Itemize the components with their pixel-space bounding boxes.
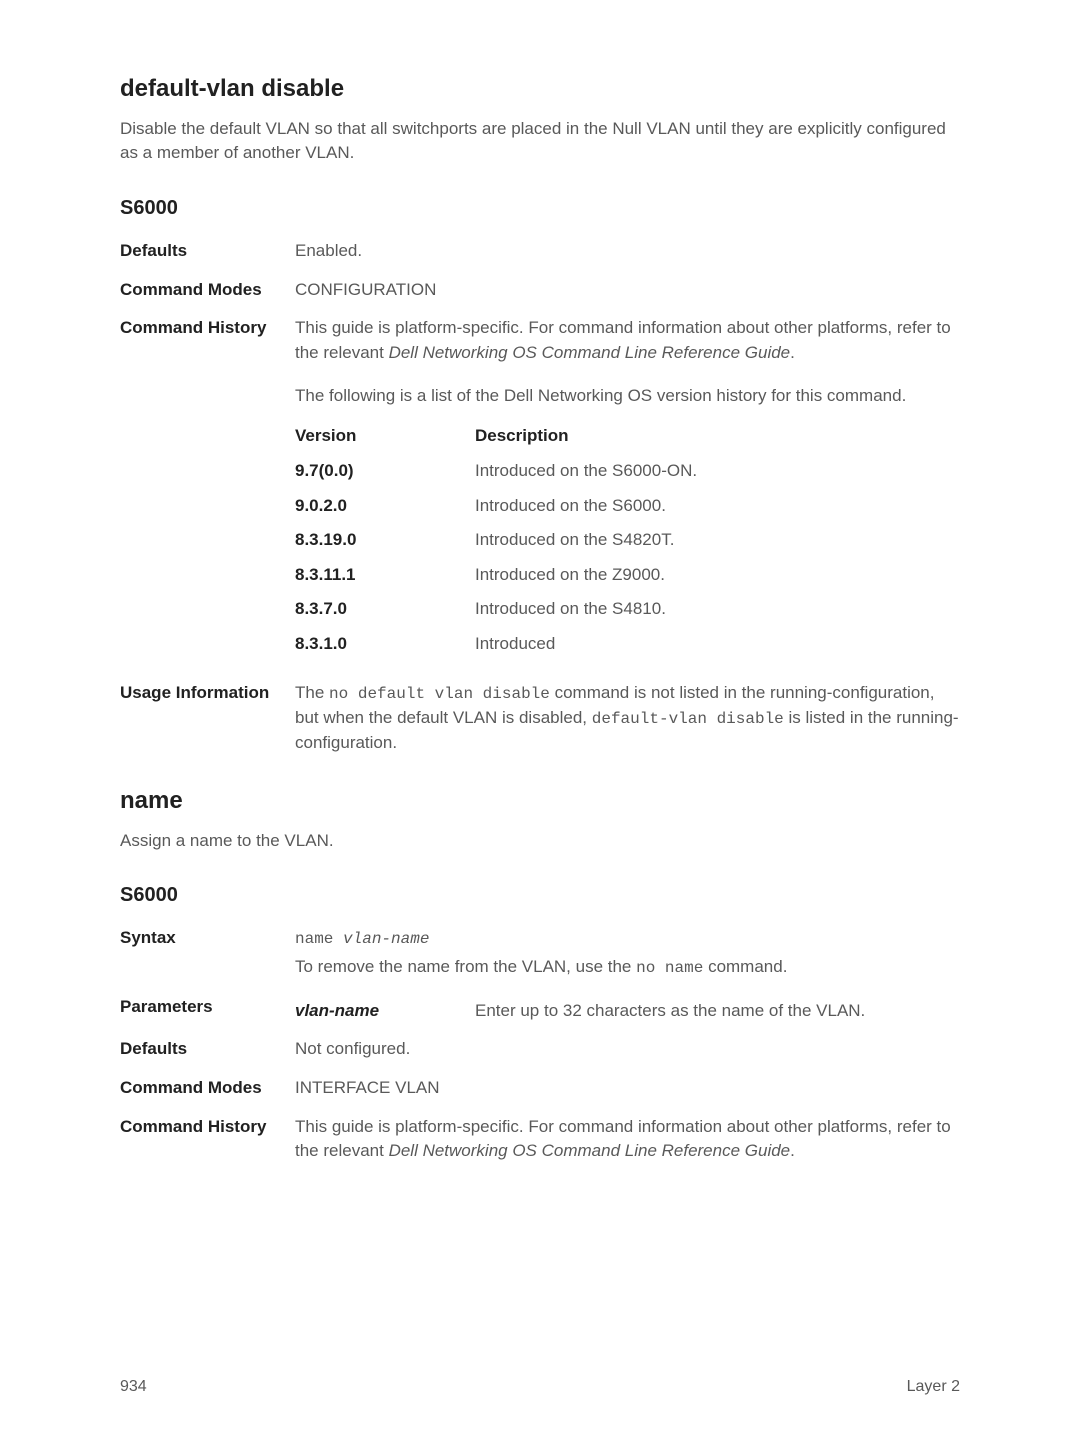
version-description: Introduced on the S4820T. <box>475 528 674 553</box>
param-name: vlan-name <box>295 999 475 1024</box>
version-header-row: Version Description <box>295 424 960 449</box>
version-row: 8.3.1.0Introduced <box>295 632 960 657</box>
history-label: Command History <box>120 316 295 666</box>
modes-label: Command Modes <box>120 278 295 303</box>
syntax-code-line: name vlan-name <box>295 926 960 951</box>
param-entry: vlan-name Enter up to 32 characters as t… <box>295 999 960 1024</box>
version-description: Introduced on the Z9000. <box>475 563 665 588</box>
modes-row: Command Modes CONFIGURATION <box>120 278 960 303</box>
usage-label: Usage Information <box>120 681 295 756</box>
version-row: 8.3.19.0Introduced on the S4820T. <box>295 528 960 553</box>
history2-content: This guide is platform-specific. For com… <box>295 1115 960 1164</box>
version-description: Introduced on the S6000-ON. <box>475 459 697 484</box>
footer-section: Layer 2 <box>907 1375 960 1398</box>
defaults-value: Enabled. <box>295 239 960 264</box>
history-intro-para: This guide is platform-specific. For com… <box>295 316 960 365</box>
syntax-row: Syntax name vlan-name To remove the name… <box>120 926 960 980</box>
usage-content: The no default vlan disable command is n… <box>295 681 960 756</box>
defaults-label: Defaults <box>120 239 295 264</box>
version-row: 8.3.11.1Introduced on the Z9000. <box>295 563 960 588</box>
version-description: Introduced on the S6000. <box>475 494 666 519</box>
section2-intro: Assign a name to the VLAN. <box>120 829 960 854</box>
params-label: Parameters <box>120 995 295 1024</box>
section1-platform: S6000 <box>120 194 960 223</box>
history-intro-2: . <box>790 343 795 362</box>
syntax-note: To remove the name from the VLAN, use th… <box>295 955 960 980</box>
syntax-label: Syntax <box>120 926 295 980</box>
history2-label: Command History <box>120 1115 295 1164</box>
defaults2-label: Defaults <box>120 1037 295 1062</box>
usage-code-2: default-vlan disable <box>592 710 784 728</box>
syntax-note-2: command. <box>703 957 787 976</box>
defaults2-value: Not configured. <box>295 1037 960 1062</box>
section1-title: default-vlan disable <box>120 72 960 107</box>
syntax-code-arg: vlan-name <box>343 930 429 948</box>
version-number: 9.0.2.0 <box>295 494 475 519</box>
version-description: Introduced on the S4810. <box>475 597 666 622</box>
version-row: 9.7(0.0)Introduced on the S6000-ON. <box>295 459 960 484</box>
section2-title: name <box>120 784 960 819</box>
version-number: 8.3.11.1 <box>295 563 475 588</box>
version-row: 8.3.7.0Introduced on the S4810. <box>295 597 960 622</box>
version-number: 9.7(0.0) <box>295 459 475 484</box>
history2-intro-italic: Dell Networking OS Command Line Referenc… <box>389 1141 791 1160</box>
description-col-header: Description <box>475 424 569 449</box>
syntax-note-1: To remove the name from the VLAN, use th… <box>295 957 636 976</box>
defaults2-row: Defaults Not configured. <box>120 1037 960 1062</box>
syntax-code-cmd: name <box>295 930 343 948</box>
version-description: Introduced <box>475 632 555 657</box>
usage-row: Usage Information The no default vlan di… <box>120 681 960 756</box>
modes2-label: Command Modes <box>120 1076 295 1101</box>
history-row: Command History This guide is platform-s… <box>120 316 960 666</box>
version-col-header: Version <box>295 424 475 449</box>
section1-intro: Disable the default VLAN so that all swi… <box>120 117 960 166</box>
footer-page: 934 <box>120 1375 147 1398</box>
history-intro-italic: Dell Networking OS Command Line Referenc… <box>389 343 791 362</box>
version-number: 8.3.1.0 <box>295 632 475 657</box>
usage-text-1: The <box>295 683 329 702</box>
history-intro-3: The following is a list of the Dell Netw… <box>295 384 960 409</box>
section2-platform: S6000 <box>120 881 960 910</box>
param-desc: Enter up to 32 characters as the name of… <box>475 999 865 1024</box>
version-number: 8.3.7.0 <box>295 597 475 622</box>
version-row: 9.0.2.0Introduced on the S6000. <box>295 494 960 519</box>
defaults-row: Defaults Enabled. <box>120 239 960 264</box>
version-number: 8.3.19.0 <box>295 528 475 553</box>
history2-row: Command History This guide is platform-s… <box>120 1115 960 1164</box>
modes-value: CONFIGURATION <box>295 278 960 303</box>
modes2-row: Command Modes INTERFACE VLAN <box>120 1076 960 1101</box>
history2-intro-2: . <box>790 1141 795 1160</box>
page-footer: 934 Layer 2 <box>120 1375 960 1398</box>
params-row: Parameters vlan-name Enter up to 32 char… <box>120 995 960 1024</box>
modes2-value: INTERFACE VLAN <box>295 1076 960 1101</box>
usage-code-1: no default vlan disable <box>329 685 550 703</box>
syntax-note-code: no name <box>636 959 703 977</box>
